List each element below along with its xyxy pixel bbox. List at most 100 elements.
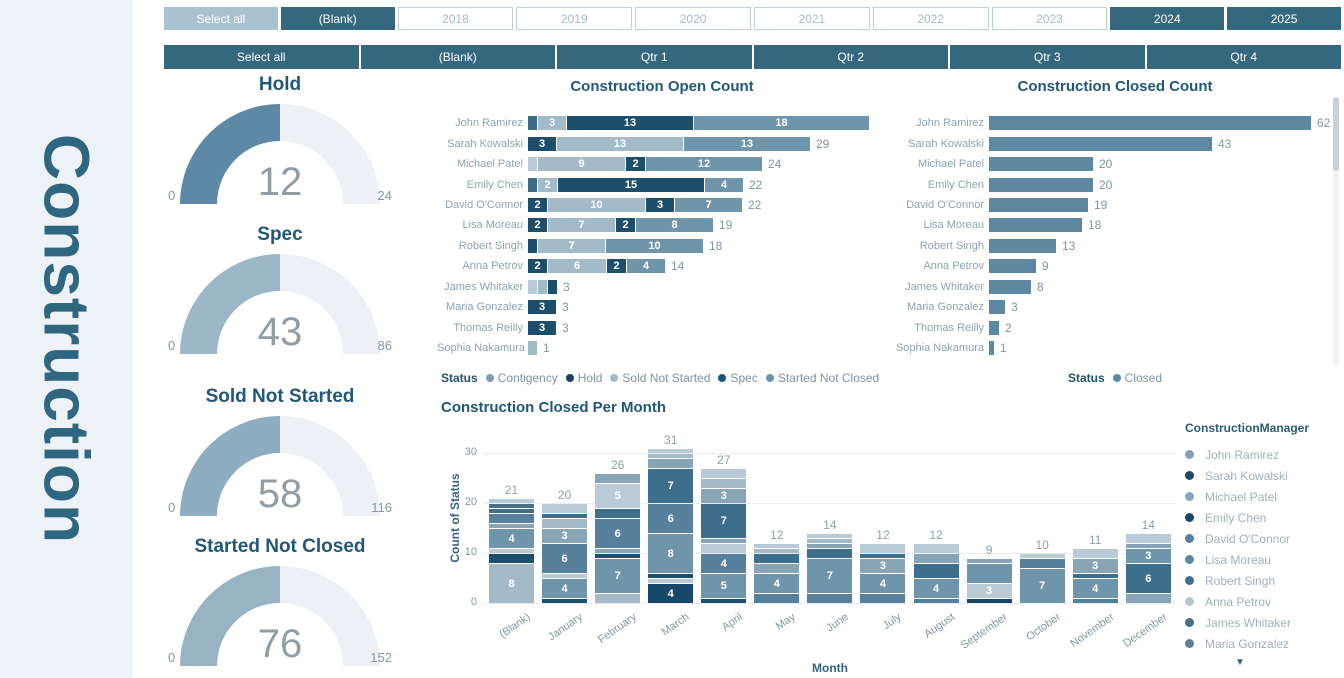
bar-segment-spec[interactable]: 2	[616, 218, 635, 233]
bar-segment-david-o-connor[interactable]	[913, 599, 959, 603]
bar-segment-david-o-connor[interactable]: 4	[701, 554, 747, 573]
bar-segment-david-o-connor[interactable]	[489, 514, 535, 523]
legend-item-manager-michael-patel[interactable]: Michael Patel	[1185, 486, 1341, 507]
bar-segment-david-o-connor[interactable]: 6	[542, 544, 588, 573]
bar-segment-closed[interactable]	[989, 238, 1056, 253]
bar-segment-john-ramirez[interactable]	[807, 539, 853, 543]
bar-segment-michael-patel[interactable]	[701, 539, 747, 543]
bar-segment-david-o-connor[interactable]	[860, 594, 906, 603]
bar-segment-michael-patel[interactable]: 3	[1072, 559, 1118, 573]
bar-segment-lisa-moreau[interactable]: 4	[860, 574, 906, 593]
bar-segment-sold-not-started[interactable]	[528, 341, 537, 356]
bar-segment-spec[interactable]: 3	[646, 197, 674, 212]
bar-segment-michael-patel[interactable]	[595, 549, 641, 553]
bar-segment-spec[interactable]: 13	[567, 116, 693, 131]
bar-segment-lisa-moreau[interactable]: 4	[754, 574, 800, 593]
bar-segment-sold-not-started[interactable]: 13	[557, 136, 683, 151]
bar-segment-anna-petrov[interactable]	[860, 544, 906, 553]
bar-segment-closed[interactable]	[989, 218, 1082, 233]
legend-item-status-sold-not-started[interactable]: Sold Not Started	[610, 371, 710, 385]
bar-segment-lisa-moreau[interactable]: 7	[595, 559, 641, 593]
bar-segment-lisa-moreau[interactable]: 4	[913, 579, 959, 598]
bar-segment-michael-patel[interactable]	[595, 474, 641, 483]
year-button-2021[interactable]: 2021	[753, 7, 870, 30]
bar-segment-lisa-moreau[interactable]: 8	[648, 534, 694, 573]
legend-item-status-contigency[interactable]: Contigency	[485, 371, 558, 385]
bar-segment-robert-singh[interactable]: 6	[1125, 564, 1171, 593]
bar-segment-david-o-connor[interactable]	[1019, 559, 1065, 568]
bar-segment-robert-singh[interactable]	[754, 554, 800, 563]
bar-segment-hold[interactable]	[528, 238, 537, 253]
quarter-button-qtr-3[interactable]: Qtr 3	[950, 45, 1145, 69]
bar-segment-hold[interactable]: 3	[528, 320, 556, 335]
bar-segment-started-not-closed[interactable]: 4	[705, 177, 743, 192]
legend-item-manager-john-ramirez[interactable]: John Ramirez	[1185, 444, 1341, 465]
bar-segment-closed[interactable]	[989, 197, 1088, 212]
bar-segment-anna-petrov[interactable]	[542, 504, 588, 513]
bar-segment-spec[interactable]	[548, 279, 557, 294]
bar-segment-robert-singh[interactable]	[913, 564, 959, 578]
bar-segment-james-whitaker[interactable]	[489, 504, 535, 508]
legend-item-status-spec[interactable]: Spec	[718, 371, 758, 385]
bar-segment-started-not-closed[interactable]: 18	[694, 116, 869, 131]
quarter-button-qtr-2[interactable]: Qtr 2	[753, 45, 948, 69]
bar-segment-hold[interactable]: 2	[528, 259, 547, 274]
bar-segment-closed[interactable]	[989, 177, 1093, 192]
bar-segment-david-o-connor[interactable]	[807, 594, 853, 603]
bar-segment-started-not-closed[interactable]: 8	[636, 218, 713, 233]
bar-segment-closed[interactable]	[989, 341, 994, 356]
bar-segment-anna-petrov[interactable]	[807, 534, 853, 538]
legend-item-manager-sarah-kowalski[interactable]: Sarah Kowalski	[1185, 465, 1341, 486]
bar-segment-sarah-kowalski[interactable]	[648, 574, 694, 578]
bar-segment-started-not-closed[interactable]: 7	[675, 197, 742, 212]
bar-segment-sold-not-started[interactable]: 2	[538, 177, 557, 192]
bar-segment-anna-petrov[interactable]	[648, 449, 694, 453]
bar-segment-hold[interactable]: 2	[528, 197, 547, 212]
bar-segment-sarah-kowalski[interactable]	[489, 554, 535, 563]
bar-segment-anna-petrov[interactable]	[701, 544, 747, 553]
bar-segment-spec[interactable]: 2	[607, 259, 626, 274]
bar-segment-michael-patel[interactable]	[1125, 594, 1171, 603]
legend-item-manager-anna-petrov[interactable]: Anna Petrov	[1185, 591, 1341, 612]
bar-segment-lisa-moreau[interactable]: 4	[542, 579, 588, 598]
bar-segment-closed[interactable]	[989, 300, 1005, 315]
bar-segment-started-not-closed[interactable]: 13	[684, 136, 810, 151]
bar-segment-anna-petrov[interactable]	[1019, 554, 1065, 558]
legend-item-status-started-not-closed[interactable]: Started Not Closed	[765, 371, 879, 385]
bar-segment-john-ramirez[interactable]	[701, 479, 747, 488]
quarter-button-qtr-4[interactable]: Qtr 4	[1146, 45, 1341, 69]
legend-item-status-closed[interactable]: Closed	[1112, 371, 1162, 385]
bar-segment-anna-petrov[interactable]: 5	[595, 484, 641, 508]
bar-segment-robert-singh[interactable]	[1072, 574, 1118, 578]
bar-segment-robert-singh[interactable]: 7	[701, 504, 747, 538]
bar-segment-emily-chen[interactable]: 4	[648, 584, 694, 603]
quarter-button-blank[interactable]: (Blank)	[360, 45, 555, 69]
bar-segment-started-not-closed[interactable]: 4	[627, 259, 665, 274]
bar-segment-john-ramirez[interactable]: 8	[489, 564, 535, 603]
bar-segment-anna-petrov[interactable]	[1072, 549, 1118, 558]
year-button-2019[interactable]: 2019	[516, 7, 633, 30]
year-button-2023[interactable]: 2023	[991, 7, 1108, 30]
bar-segment-anna-petrov[interactable]	[913, 544, 959, 553]
bar-segment-closed[interactable]	[989, 320, 999, 335]
bar-segment-sold-not-started[interactable]: 6	[548, 259, 606, 274]
bar-segment-michael-patel[interactable]	[754, 564, 800, 573]
legend-item-manager-emily-chen[interactable]: Emily Chen	[1185, 507, 1341, 528]
legend-item-manager-james-whitaker[interactable]: James Whitaker	[1185, 612, 1341, 633]
bar-segment-lisa-moreau[interactable]: 5	[701, 574, 747, 598]
scrollbar[interactable]	[1333, 97, 1339, 365]
bar-segment-john-ramirez[interactable]	[648, 454, 694, 458]
bar-segment-anna-petrov[interactable]	[1125, 534, 1171, 543]
legend-item-manager-lisa-moreau[interactable]: Lisa Moreau	[1185, 549, 1341, 570]
year-button-2024[interactable]: 2024	[1110, 7, 1225, 30]
bar-segment-anna-petrov[interactable]	[701, 469, 747, 478]
legend-item-manager-david-o-connor[interactable]: David O'Connor	[1185, 528, 1341, 549]
bar-segment-sarah-kowalski[interactable]	[701, 599, 747, 603]
bar-segment-lisa-moreau[interactable]: 7	[1019, 569, 1065, 603]
scrollbar-thumb[interactable]	[1333, 97, 1339, 171]
bar-segment-spec[interactable]: 15	[558, 177, 704, 192]
bar-segment-john-ramirez[interactable]	[754, 549, 800, 553]
bar-segment-sold-not-started[interactable]	[538, 279, 547, 294]
year-button-2022[interactable]: 2022	[872, 7, 989, 30]
bar-segment-robert-singh[interactable]	[489, 509, 535, 513]
